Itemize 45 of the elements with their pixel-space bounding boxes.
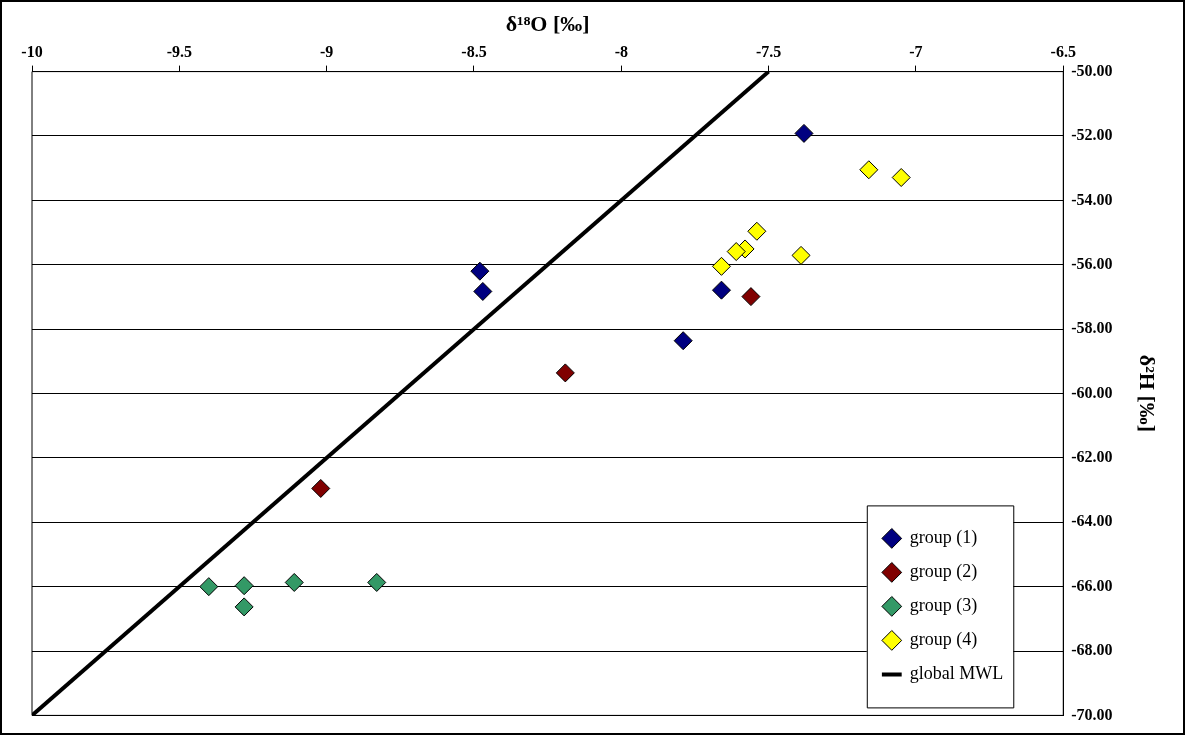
x-tick-label: -8.5	[461, 43, 487, 61]
legend-label: group (1)	[909, 527, 978, 549]
point	[741, 287, 761, 307]
y-tick-label: -54.00	[1071, 190, 1113, 208]
point	[470, 261, 490, 281]
point	[673, 331, 693, 351]
point	[473, 281, 493, 301]
point	[794, 123, 814, 143]
point	[234, 597, 254, 617]
point	[791, 245, 811, 265]
y-tick-label: -62.00	[1071, 448, 1113, 466]
point	[891, 168, 911, 188]
point	[284, 572, 304, 592]
legend-label: group (3)	[909, 595, 978, 617]
point	[747, 221, 767, 241]
point	[711, 280, 731, 300]
y-tick-label: -70.00	[1071, 705, 1113, 723]
y-tick-label: -64.00	[1071, 512, 1113, 530]
point	[367, 572, 387, 592]
y-tick-label: -50.00	[1071, 61, 1113, 79]
x-tick-label: -7.5	[755, 43, 782, 61]
y-tick-label: -68.00	[1071, 641, 1113, 659]
point	[726, 242, 746, 262]
y-tick-label: -56.00	[1071, 254, 1113, 272]
point	[859, 160, 879, 180]
y-tick-label: -66.00	[1071, 576, 1113, 594]
x-tick-label: -6.5	[1050, 43, 1076, 61]
point	[199, 577, 219, 597]
legend-label: group (4)	[909, 629, 978, 651]
x-tick-label: -9.5	[166, 43, 192, 61]
point	[711, 256, 731, 276]
x-tick-label: -7	[909, 43, 923, 61]
point	[555, 363, 575, 383]
x-tick-label: -8	[614, 43, 628, 61]
x-tick-label: -9	[319, 43, 334, 61]
y-tick-label: -52.00	[1071, 126, 1113, 144]
legend-label: group (2)	[909, 561, 978, 583]
y-tick-label: -58.00	[1071, 319, 1113, 337]
y-axis-title: δ²H [‰]	[1135, 354, 1161, 433]
point	[311, 478, 331, 498]
legend-label: global MWL	[909, 663, 1004, 684]
x-axis-title: δ¹⁸O [‰]	[505, 10, 590, 36]
x-tick-label: -10	[21, 43, 43, 61]
y-tick-label: -60.00	[1071, 383, 1113, 401]
point	[234, 576, 254, 596]
